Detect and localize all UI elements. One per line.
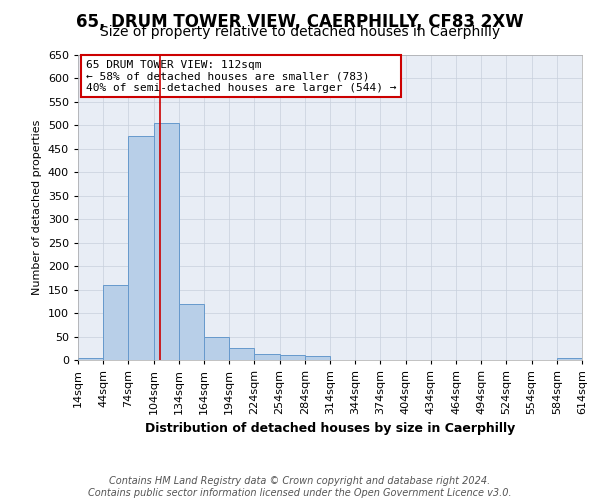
Bar xyxy=(204,336,229,360)
Bar xyxy=(179,304,204,360)
Text: 65 DRUM TOWER VIEW: 112sqm
← 58% of detached houses are smaller (783)
40% of sem: 65 DRUM TOWER VIEW: 112sqm ← 58% of deta… xyxy=(86,60,396,93)
Bar xyxy=(305,356,330,360)
Bar xyxy=(154,123,179,360)
Bar xyxy=(229,348,254,360)
X-axis label: Distribution of detached houses by size in Caerphilly: Distribution of detached houses by size … xyxy=(145,422,515,436)
Text: Size of property relative to detached houses in Caerphilly: Size of property relative to detached ho… xyxy=(100,25,500,39)
Y-axis label: Number of detached properties: Number of detached properties xyxy=(32,120,42,295)
Bar xyxy=(254,354,280,360)
Bar xyxy=(103,285,128,360)
Bar xyxy=(557,358,582,360)
Text: Contains HM Land Registry data © Crown copyright and database right 2024.
Contai: Contains HM Land Registry data © Crown c… xyxy=(88,476,512,498)
Bar xyxy=(280,356,305,360)
Bar xyxy=(128,136,154,360)
Text: 65, DRUM TOWER VIEW, CAERPHILLY, CF83 2XW: 65, DRUM TOWER VIEW, CAERPHILLY, CF83 2X… xyxy=(76,12,524,30)
Bar xyxy=(78,358,103,360)
